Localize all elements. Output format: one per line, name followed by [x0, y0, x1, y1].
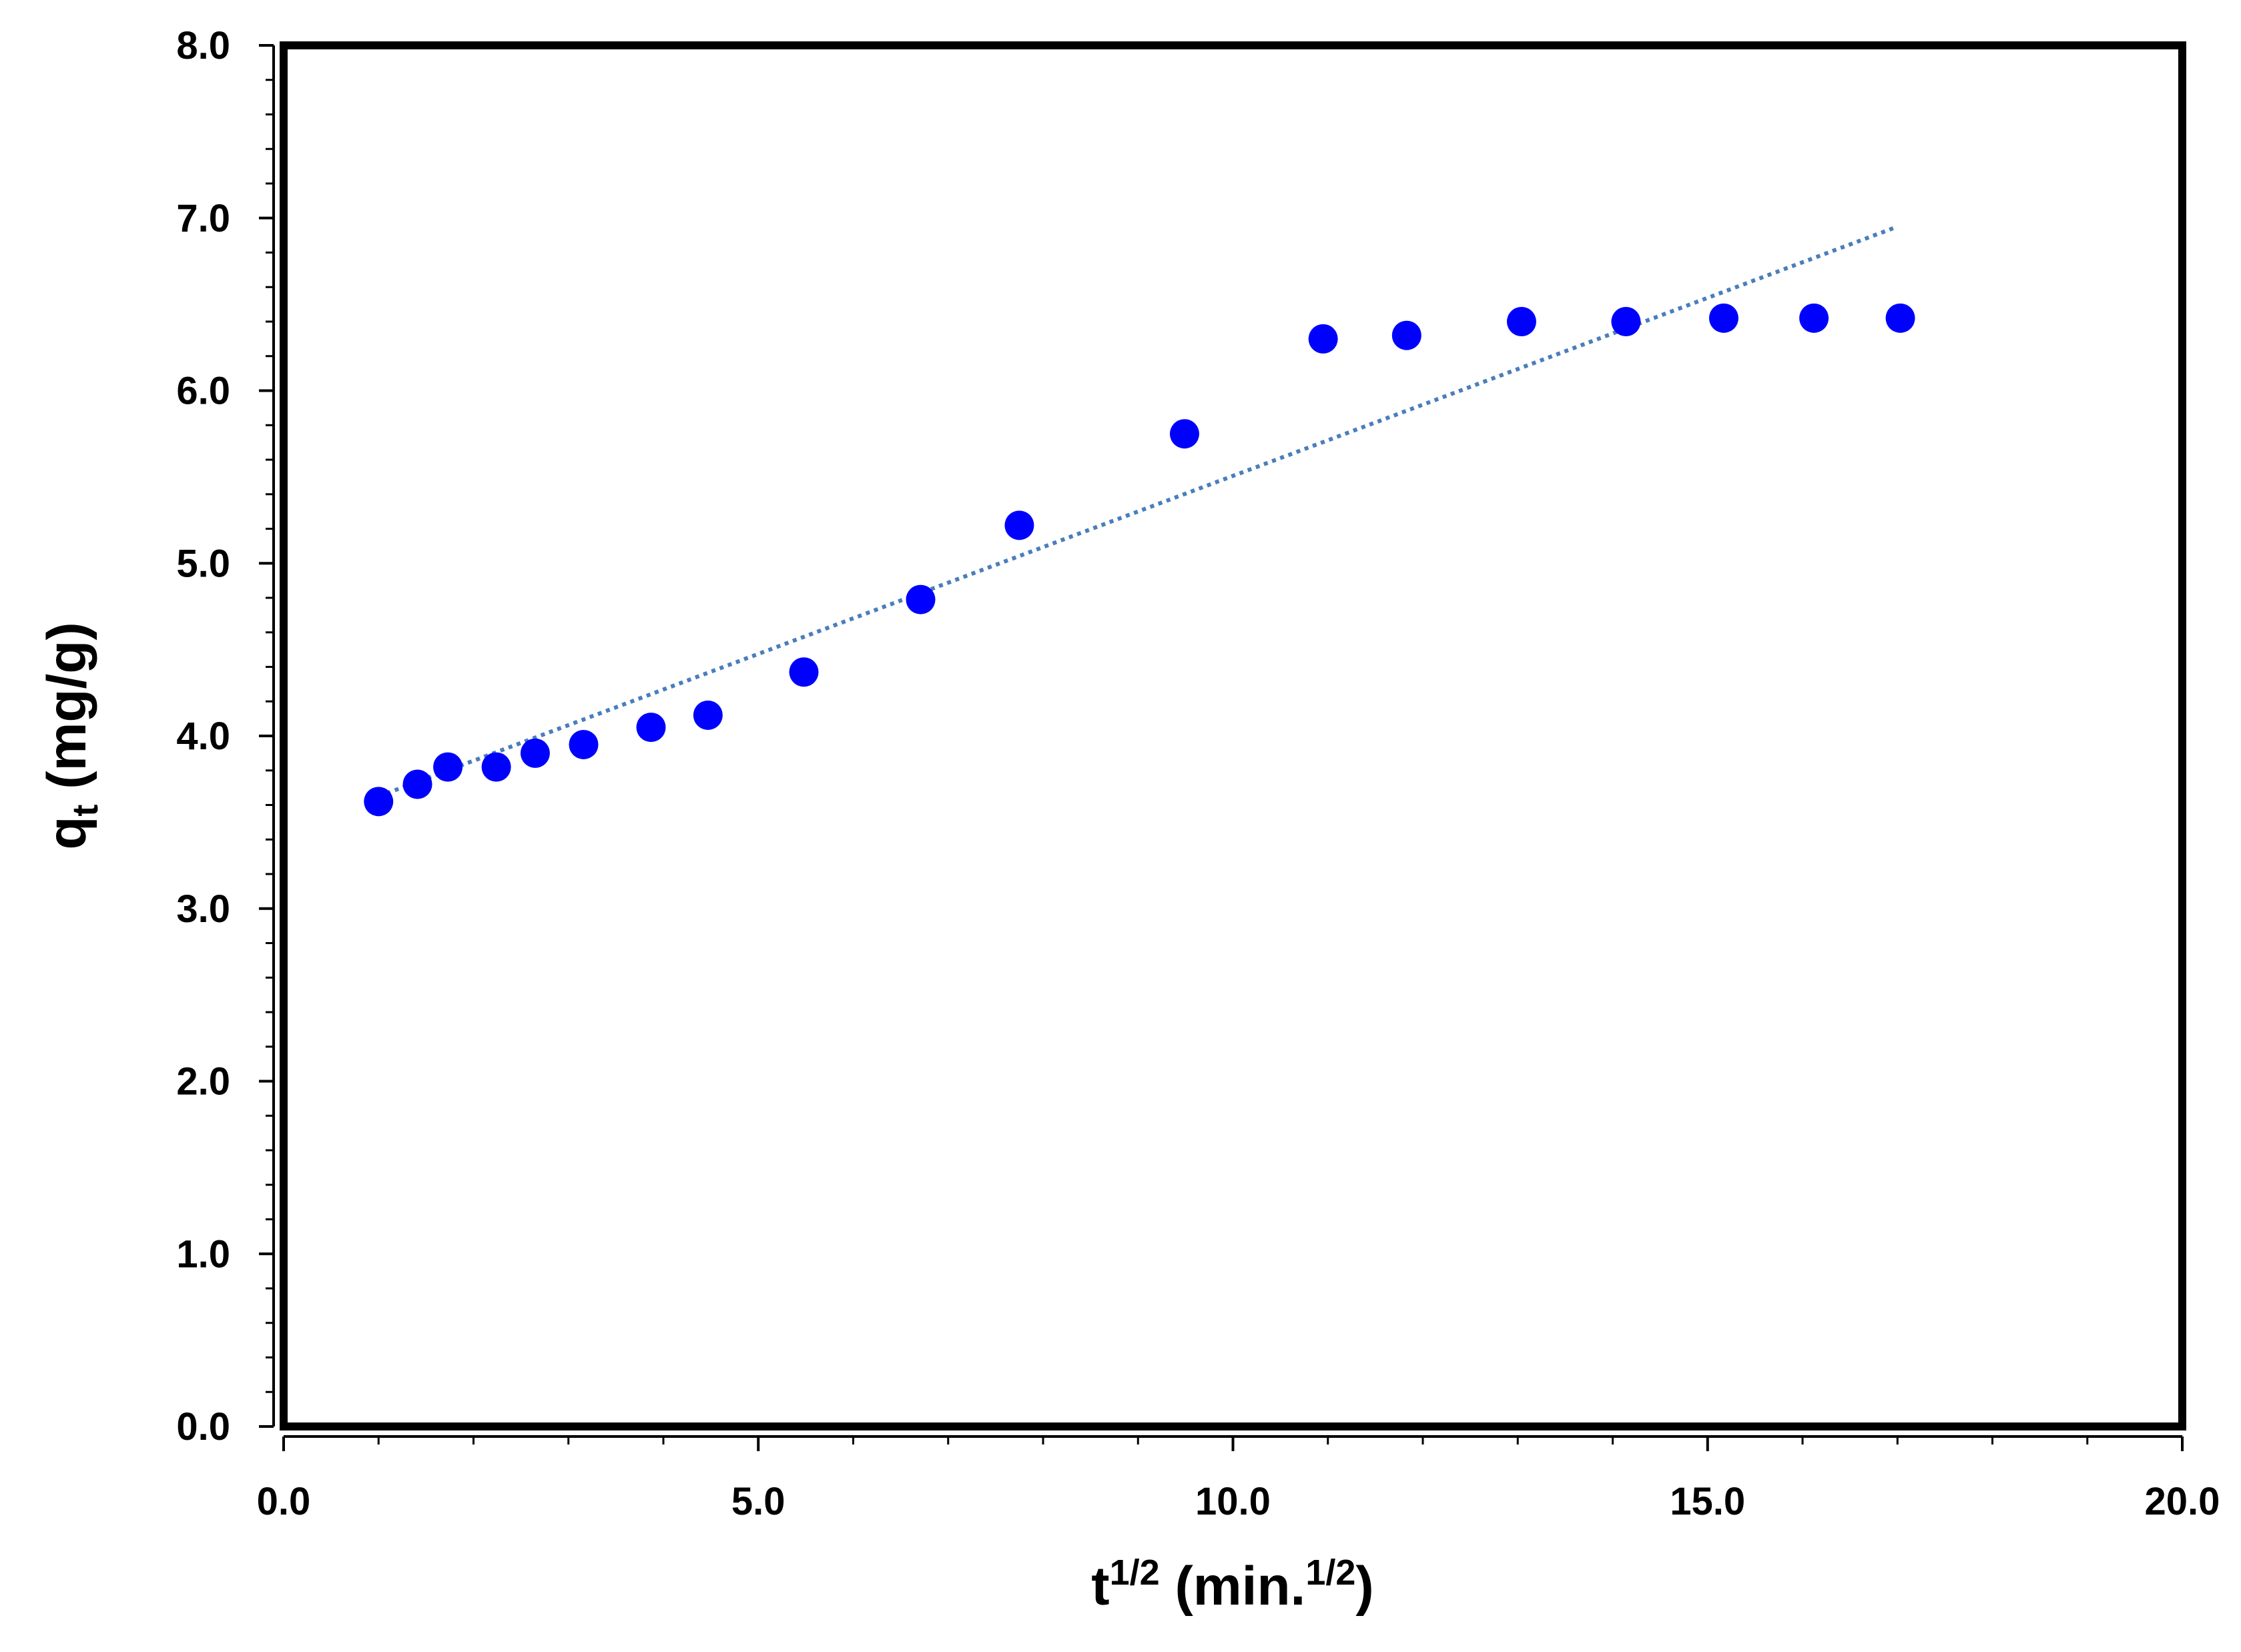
- x-tick-label: 20.0: [2145, 1480, 2220, 1523]
- data-point: [481, 752, 511, 782]
- y-tick-label: 8.0: [176, 24, 230, 67]
- y-axis-title: qt (mg/g): [37, 622, 105, 849]
- data-point: [789, 657, 819, 687]
- data-point: [693, 700, 723, 730]
- x-tick-label: 10.0: [1195, 1480, 1271, 1523]
- y-tick-label: 7.0: [176, 197, 230, 240]
- data-point: [1506, 307, 1536, 336]
- x-axis-title-unit-sup: 1/2: [1305, 1553, 1355, 1593]
- data-point: [1611, 307, 1641, 336]
- data-point: [1885, 303, 1915, 333]
- data-point: [364, 787, 394, 817]
- data-point: [636, 713, 666, 743]
- y-ticks: [259, 44, 274, 1428]
- y-tick-labels: 0.0 1.0 2.0 3.0 4.0 5.0 6.0 7.0 8.0: [176, 24, 230, 1449]
- data-point: [1799, 303, 1829, 333]
- x-tick-labels: 0.0 5.0 10.0 15.0 20.0: [257, 1480, 2220, 1523]
- data-points: [364, 303, 1915, 817]
- data-point: [433, 752, 463, 782]
- data-point: [1708, 303, 1738, 333]
- y-axis-title-unit: (mg/g): [37, 622, 97, 804]
- y-tick-label: 5.0: [176, 542, 230, 585]
- trendline: [378, 224, 1899, 799]
- x-tick-label: 5.0: [731, 1480, 785, 1523]
- data-point: [402, 769, 432, 799]
- y-tick-label: 3.0: [176, 887, 230, 931]
- data-point: [1391, 320, 1421, 350]
- x-axis-title-unit-close: ): [1355, 1556, 1373, 1617]
- data-point: [1308, 324, 1338, 354]
- data-point: [520, 738, 550, 768]
- x-axis-title-base: t: [1091, 1556, 1109, 1617]
- x-axis-title-unit-open: (min.: [1160, 1556, 1306, 1617]
- x-tick-label: 0.0: [257, 1480, 311, 1523]
- y-axis-title-base: q: [37, 817, 97, 850]
- y-tick-label: 1.0: [176, 1232, 230, 1276]
- y-tick-label: 2.0: [176, 1060, 230, 1104]
- data-point: [1004, 510, 1034, 540]
- y-axis-title-sub: t: [65, 805, 105, 817]
- y-tick-label: 6.0: [176, 370, 230, 413]
- data-point: [1169, 419, 1199, 449]
- data-point: [569, 729, 599, 759]
- x-axis-title-sup: 1/2: [1110, 1553, 1160, 1593]
- plot-area-frame: [280, 41, 2186, 1430]
- y-tick-label: 0.0: [176, 1405, 230, 1449]
- x-axis-title: t1/2 (min.1/2): [1091, 1553, 1373, 1617]
- data-point: [906, 584, 936, 614]
- x-ticks: [282, 1436, 2184, 1451]
- x-tick-label: 15.0: [1670, 1480, 1745, 1523]
- y-tick-label: 4.0: [176, 715, 230, 758]
